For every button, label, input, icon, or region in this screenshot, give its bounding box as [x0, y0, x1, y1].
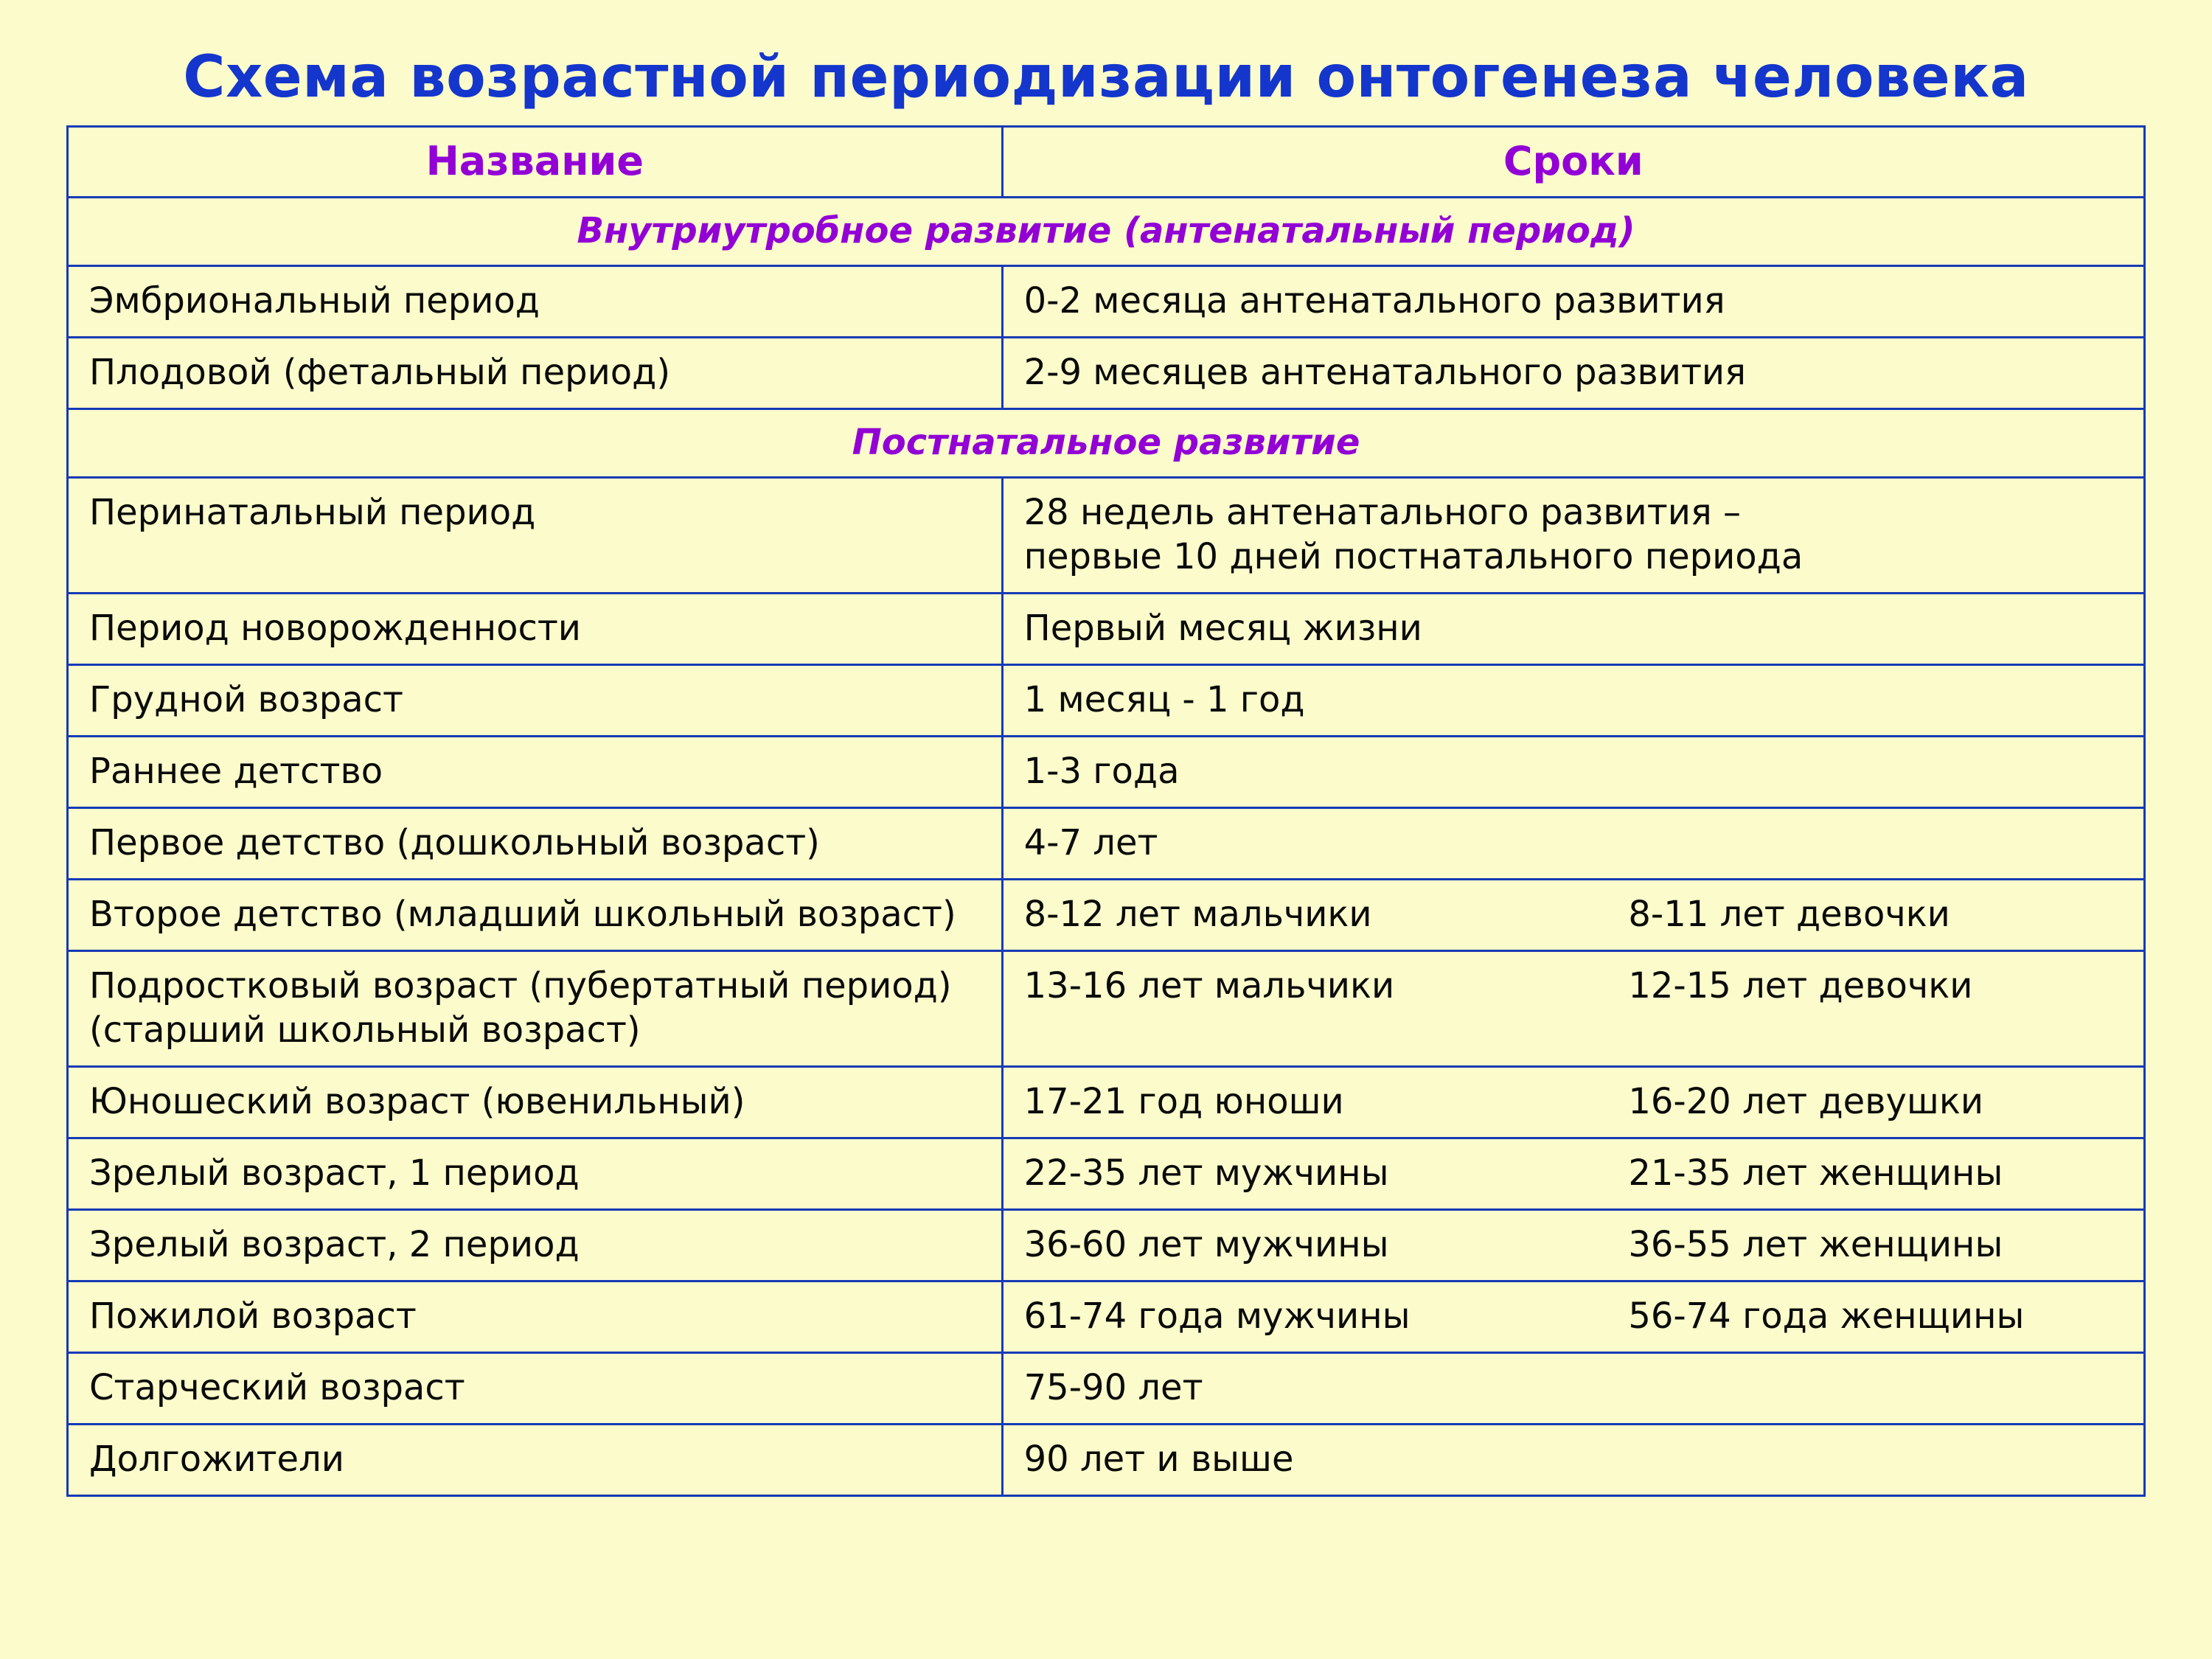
cell-terms-male: 36-60 лет мужчины [1024, 1222, 1629, 1267]
table-row: Старческий возраст75-90 лет [68, 1353, 2145, 1425]
cell-terms: 36-60 лет мужчины36-55 лет женщины [1002, 1210, 2144, 1281]
cell-terms: 61-74 года мужчины56-74 года женщины [1002, 1281, 2144, 1353]
cell-terms: Первый месяц жизни [1002, 594, 2144, 665]
section-heading-row: Внутриутробное развитие (антенатальный п… [68, 198, 2145, 266]
table-row: Эмбриональный период0-2 месяца антенатал… [68, 266, 2145, 338]
cell-terms: 1 месяц - 1 год [1002, 665, 2144, 737]
section-heading-row: Постнатальное развитие [68, 409, 2145, 478]
cell-terms: 8-12 лет мальчики8-11 лет девочки [1002, 880, 2144, 951]
cell-name: Юношеский возраст (ювенильный) [68, 1067, 1003, 1138]
cell-terms: 0-2 месяца антенатального развития [1002, 266, 2144, 338]
table-row: Зрелый возраст, 2 период36-60 лет мужчин… [68, 1210, 2145, 1281]
table-row: Подростковый возраст (пубертатный период… [68, 951, 2145, 1067]
section-heading: Постнатальное развитие [68, 409, 2145, 478]
cell-terms: 1-3 года [1002, 737, 2144, 808]
cell-name: Грудной возраст [68, 665, 1003, 737]
cell-terms-female: 21-35 лет женщины [1628, 1151, 2123, 1195]
cell-terms-female: 36-55 лет женщины [1628, 1222, 2123, 1267]
cell-terms: 28 недель антенатального развития –первы… [1002, 478, 2144, 594]
page: Схема возрастной периодизации онтогенеза… [0, 0, 2212, 1541]
table-row: Долгожители90 лет и выше [68, 1425, 2145, 1496]
cell-name: Второе детство (младший школьный возраст… [68, 880, 1003, 951]
cell-terms-male: 61-74 года мужчины [1024, 1294, 1629, 1338]
cell-terms-female: 56-74 года женщины [1628, 1294, 2123, 1338]
cell-name: Первое детство (дошкольный возраст) [68, 808, 1003, 880]
cell-name: Пожилой возраст [68, 1281, 1003, 1353]
cell-terms-female: 12-15 лет девочки [1628, 964, 2123, 1008]
table-row: Первое детство (дошкольный возраст)4-7 л… [68, 808, 2145, 880]
cell-terms-male: 8-12 лет мальчики [1024, 892, 1629, 936]
column-header-terms: Сроки [1002, 127, 2144, 198]
table-row: Грудной возраст1 месяц - 1 год [68, 665, 2145, 737]
cell-name: Период новорожденности [68, 594, 1003, 665]
cell-name: Эмбриональный период [68, 266, 1003, 338]
table-row: Юношеский возраст (ювенильный)17-21 год … [68, 1067, 2145, 1138]
cell-terms: 90 лет и выше [1002, 1425, 2144, 1496]
cell-terms-male: 13-16 лет мальчики [1024, 964, 1629, 1008]
cell-name: Плодовой (фетальный период) [68, 338, 1003, 409]
cell-terms: 13-16 лет мальчики12-15 лет девочки [1002, 951, 2144, 1067]
cell-terms-male: 17-21 год юноши [1024, 1079, 1629, 1124]
cell-name: Перинатальный период [68, 478, 1003, 594]
cell-name: Старческий возраст [68, 1353, 1003, 1425]
table-row: Плодовой (фетальный период)2-9 месяцев а… [68, 338, 2145, 409]
table-row: Второе детство (младший школьный возраст… [68, 880, 2145, 951]
cell-terms: 2-9 месяцев антенатального развития [1002, 338, 2144, 409]
cell-terms-female: 8-11 лет девочки [1628, 892, 2123, 936]
cell-name: Зрелый возраст, 2 период [68, 1210, 1003, 1281]
table-row: Зрелый возраст, 1 период22-35 лет мужчин… [68, 1138, 2145, 1210]
table-row: Пожилой возраст61-74 года мужчины56-74 г… [68, 1281, 2145, 1353]
cell-name: Раннее детство [68, 737, 1003, 808]
cell-terms: 17-21 год юноши16-20 лет девушки [1002, 1067, 2144, 1138]
cell-terms-male: 22-35 лет мужчины [1024, 1151, 1629, 1195]
page-title: Схема возрастной периодизации онтогенеза… [66, 44, 2146, 111]
cell-name: Подростковый возраст (пубертатный период… [68, 951, 1003, 1067]
cell-terms: 4-7 лет [1002, 808, 2144, 880]
cell-name: Зрелый возраст, 1 период [68, 1138, 1003, 1210]
table-row: Период новорожденностиПервый месяц жизни [68, 594, 2145, 665]
section-heading: Внутриутробное развитие (антенатальный п… [68, 198, 2145, 266]
cell-terms: 22-35 лет мужчины21-35 лет женщины [1002, 1138, 2144, 1210]
cell-terms: 75-90 лет [1002, 1353, 2144, 1425]
periodization-table: Название Сроки Внутриутробное развитие (… [66, 125, 2146, 1497]
table-header-row: Название Сроки [68, 127, 2145, 198]
table-row: Перинатальный период28 недель антенаталь… [68, 478, 2145, 594]
table-row: Раннее детство1-3 года [68, 737, 2145, 808]
column-header-name: Название [68, 127, 1003, 198]
cell-name: Долгожители [68, 1425, 1003, 1496]
cell-terms-female: 16-20 лет девушки [1628, 1079, 2123, 1124]
